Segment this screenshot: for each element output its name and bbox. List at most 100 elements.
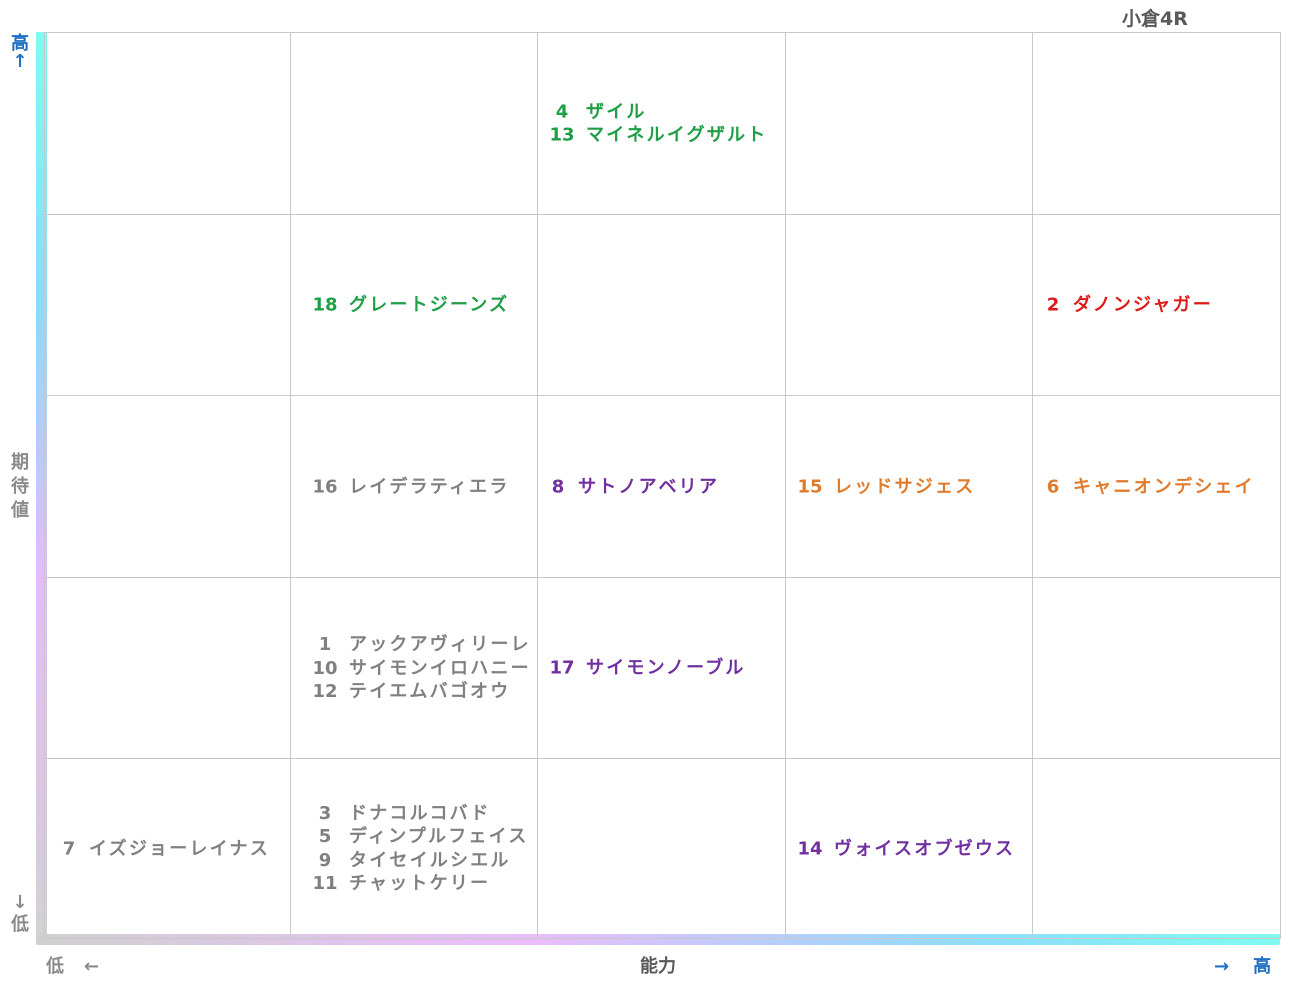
grid-cell: 18 グレートジーンズ <box>290 215 537 396</box>
y-axis-label-char: 値 <box>11 500 29 521</box>
grid-cell <box>44 215 290 396</box>
horse-name: イズジョーレイナス <box>89 837 270 859</box>
horse-name: サイモンノーブル <box>586 657 746 679</box>
horse-number: 11 <box>312 873 338 894</box>
horse-entry-list: 15 レッドサジェス <box>786 475 975 499</box>
grid-cell <box>1032 578 1280 759</box>
horse-name: タイセイルシエル <box>349 849 511 871</box>
grid-cell <box>44 578 290 759</box>
y-low-label: ↓ 低 <box>10 893 30 935</box>
grid-cell <box>785 215 1032 396</box>
horse-number: 13 <box>549 124 575 146</box>
x-axis-bar <box>36 934 1280 945</box>
x-low-arrow-icon: ← <box>84 956 100 977</box>
horse-entry: 6 キャニオンデシェイ <box>1033 475 1255 499</box>
y-high-arrow-icon: ↑ <box>12 51 28 72</box>
horse-entry: 3 ドナコルコバド <box>301 802 528 826</box>
horse-entry-list: 17 サイモンノーブル <box>538 656 746 680</box>
grid-cell: 14 ヴォイスオブゼウス <box>785 759 1032 939</box>
horse-entry-list: 6 キャニオンデシェイ <box>1033 475 1255 499</box>
x-high-label: → 高 <box>1214 952 1271 978</box>
grid-cell: 17 サイモンノーブル <box>537 578 785 759</box>
horse-entry: 14 ヴォイスオブゼウス <box>786 837 1015 861</box>
x-axis-label: 能力 <box>640 956 676 977</box>
horse-number: 16 <box>312 475 338 497</box>
horse-entry: 5 ディンプルフェイス <box>301 825 528 849</box>
grid-cell <box>290 33 537 215</box>
grid-cell <box>44 33 290 215</box>
grid-cell: 4 ザイル 13 マイネルイグザルト <box>537 33 785 215</box>
horse-entry: 8 サトノアベリア <box>538 475 719 499</box>
horse-name: ヴォイスオブゼウス <box>834 837 1016 859</box>
horse-name: アックアヴィリーレ <box>349 633 531 655</box>
grid-cell <box>785 578 1032 759</box>
horse-number: 4 <box>555 101 569 122</box>
grid-cell <box>1032 33 1280 215</box>
horse-number: 9 <box>318 849 332 871</box>
horse-entry: 9 タイセイルシエル <box>301 849 528 873</box>
horse-number: 7 <box>62 837 76 859</box>
race-title: 小倉4R <box>1122 8 1188 30</box>
y-axis-label-char: 期 <box>11 452 29 473</box>
horse-entry: 10 サイモンイロハニー <box>301 656 531 680</box>
horse-entry-list: 3 ドナコルコバド 5 ディンプルフェイス 9 タイセイルシエル 11 チャットケリー <box>301 802 528 896</box>
x-high-arrow-icon: → <box>1214 956 1230 977</box>
grid-cell <box>537 215 785 396</box>
y-axis-label-char: 待 <box>11 476 29 497</box>
horse-number: 15 <box>797 475 823 497</box>
horse-name: ディンプルフェイス <box>349 826 529 847</box>
grid-cell: 7 イズジョーレイナス <box>44 759 290 939</box>
horse-entry: 11 チャットケリー <box>301 872 528 896</box>
horse-entry: 7 イズジョーレイナス <box>49 837 270 861</box>
horse-number: 5 <box>318 826 332 847</box>
horse-number: 8 <box>551 475 565 497</box>
horse-number: 17 <box>549 657 575 679</box>
horse-name: サイモンイロハニー <box>349 657 531 679</box>
horse-entry-list: 1 アックアヴィリーレ 10 サイモンイロハニー 12 テイエムバゴオウ <box>301 633 531 704</box>
horse-name: テイエムバゴオウ <box>349 680 511 702</box>
horse-number: 14 <box>797 837 823 859</box>
horse-entry: 17 サイモンノーブル <box>538 656 746 680</box>
horse-entry: 2 ダノンジャガー <box>1033 293 1213 317</box>
horse-name: レッドサジェス <box>834 475 976 497</box>
grid-cell: 6 キャニオンデシェイ <box>1032 396 1280 578</box>
y-low-text: 低 <box>11 914 29 935</box>
horse-name: キャニオンデシェイ <box>1073 475 1255 497</box>
horse-name: チャットケリー <box>349 873 491 894</box>
horse-entry-list: 8 サトノアベリア <box>538 475 719 499</box>
horse-entry: 1 アックアヴィリーレ <box>301 633 531 657</box>
horse-entry-list: 16 レイデラティエラ <box>301 475 510 499</box>
horse-name: グレートジーンズ <box>349 294 510 316</box>
y-high-label: 高 ↑ <box>10 34 30 72</box>
horse-name: レイデラティエラ <box>349 475 510 497</box>
grid-cell <box>537 759 785 939</box>
horse-entry: 18 グレートジーンズ <box>301 293 509 317</box>
grid-cell: 3 ドナコルコバド 5 ディンプルフェイス 9 タイセイルシエル 11 チャットケリー <box>290 759 537 939</box>
grid-cell <box>1032 759 1280 939</box>
grid-cell: 16 レイデラティエラ <box>290 396 537 578</box>
horse-number: 18 <box>312 294 338 316</box>
horse-entry: 15 レッドサジェス <box>786 475 975 499</box>
horse-entry-list: 2 ダノンジャガー <box>1033 293 1213 317</box>
horse-number: 3 <box>318 802 332 824</box>
horse-name: ザイル <box>586 101 647 122</box>
grid-cell: 1 アックアヴィリーレ 10 サイモンイロハニー 12 テイエムバゴオウ <box>290 578 537 759</box>
x-high-text: 高 <box>1253 956 1272 977</box>
horse-name: ダノンジャガー <box>1073 294 1213 316</box>
horse-name: サトノアベリア <box>578 475 720 497</box>
horse-name: マイネルイグザルト <box>586 124 768 146</box>
horse-entry: 4 ザイル <box>538 100 767 124</box>
horse-number: 1 <box>318 633 332 655</box>
horse-entry: 12 テイエムバゴオウ <box>301 680 531 704</box>
horse-entry-list: 14 ヴォイスオブゼウス <box>786 837 1015 861</box>
x-low-text: 低 <box>46 956 64 977</box>
y-axis-label: 期待値 <box>10 451 30 523</box>
horse-number: 10 <box>312 657 338 679</box>
grid-cell <box>785 33 1032 215</box>
horse-name: ドナコルコバド <box>349 802 491 824</box>
quadrant-grid: 4 ザイル 13 マイネルイグザルト 18 グレートジーンズ 2 ダノンジャガー 16 レイデラテ… <box>44 32 1281 939</box>
grid-cell <box>44 396 290 578</box>
y-high-text: 高 <box>11 33 29 54</box>
grid-cell: 15 レッドサジェス <box>785 396 1032 578</box>
grid-cell: 2 ダノンジャガー <box>1032 215 1280 396</box>
